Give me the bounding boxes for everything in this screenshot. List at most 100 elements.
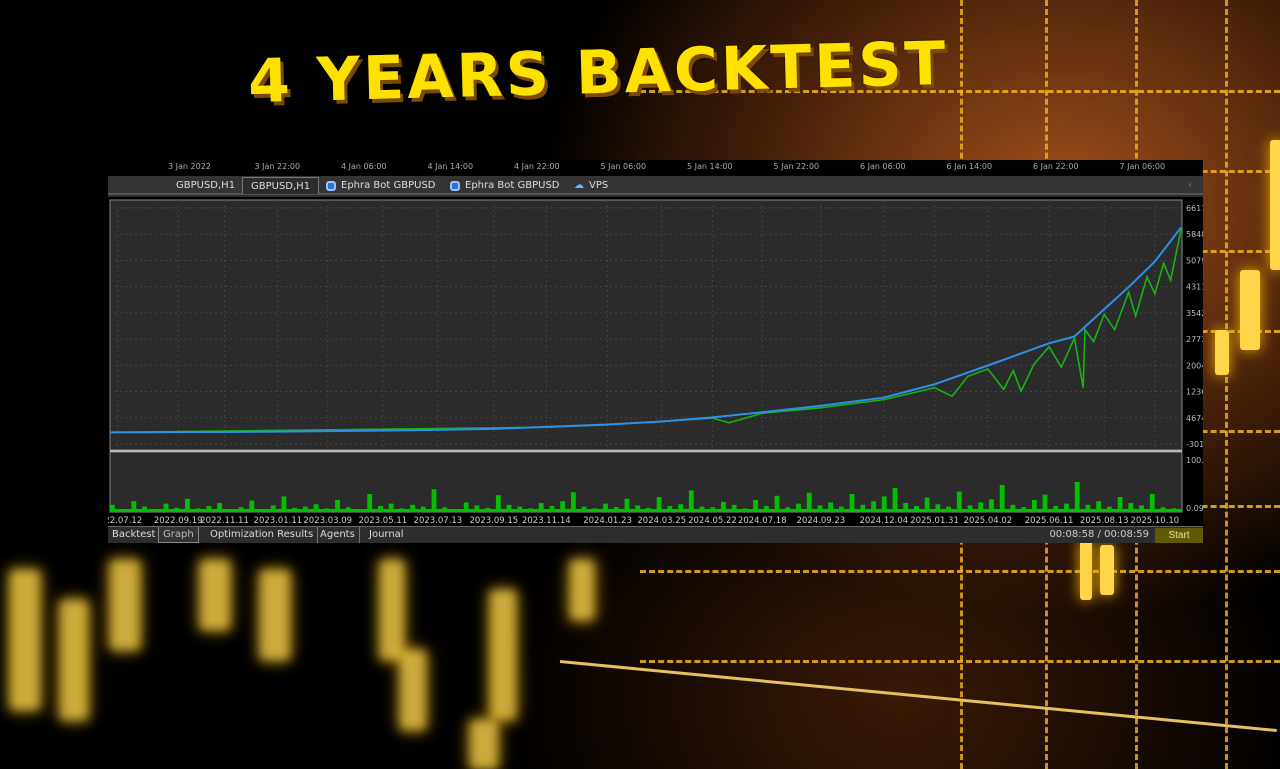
deposit-load-bar bbox=[731, 504, 737, 512]
x-tick-label: 2024.12.04 bbox=[859, 516, 908, 526]
deposit-load-bar bbox=[495, 495, 501, 512]
tab-journal[interactable]: Journal bbox=[369, 529, 404, 540]
candle-shape bbox=[380, 560, 404, 660]
deposit-load-bar bbox=[463, 502, 469, 512]
tab-ephra-bot-2[interactable]: Ephra Bot GBPUSD bbox=[442, 177, 568, 194]
x-tick-label: 2025.08.13 bbox=[1080, 516, 1129, 526]
main-panel bbox=[109, 199, 1183, 451]
y-tick-label: 6617 bbox=[1186, 204, 1203, 213]
deposit-load-bar bbox=[1149, 494, 1155, 512]
deposit-load-bar bbox=[849, 494, 855, 512]
deposit-load-bar bbox=[796, 503, 801, 512]
deposit-load-bar bbox=[185, 498, 190, 512]
scroll-left-icon[interactable]: ‹ bbox=[1188, 180, 1192, 191]
candle-shape bbox=[260, 570, 290, 660]
deposit-load-bar bbox=[656, 497, 662, 512]
load-y-tick-label: 100. bbox=[1186, 456, 1203, 465]
deposit-load-bar bbox=[624, 498, 630, 512]
x-tick-label: 2023.01.11 bbox=[254, 516, 303, 526]
x-tick-label: 2024.03.25 bbox=[637, 516, 686, 526]
equity-line bbox=[109, 228, 1182, 434]
tab-vps[interactable]: ☁ VPS bbox=[566, 177, 616, 194]
deposit-load-bar bbox=[163, 503, 169, 512]
deposit-load-bar bbox=[1064, 503, 1069, 512]
top-axis-label: 6 Jan 06:00 bbox=[860, 162, 906, 171]
deposit-load-bar bbox=[774, 495, 780, 512]
deposit-load-bar bbox=[410, 504, 415, 512]
x-tick-label: 2023.05.11 bbox=[358, 516, 407, 526]
tab-ephra-bot-1[interactable]: Ephra Bot GBPUSD bbox=[318, 177, 444, 194]
deposit-load-bar bbox=[721, 501, 726, 512]
deposit-load-bar bbox=[281, 496, 287, 512]
tab-graph[interactable]: Graph bbox=[158, 527, 199, 543]
deposit-load-bar bbox=[131, 501, 137, 512]
load-panel bbox=[109, 451, 1183, 513]
top-axis-label: 4 Jan 06:00 bbox=[341, 162, 387, 171]
deposit-load-bar bbox=[978, 502, 984, 512]
y-tick-label: 4674 bbox=[1186, 414, 1203, 423]
backtest-window: 3 Jan 2022 3 Jan 22:00 4 Jan 06:00 4 Jan 14… bbox=[94, 160, 1206, 543]
deposit-load-bar bbox=[935, 504, 941, 512]
deposit-load-bar bbox=[999, 485, 1005, 512]
deposit-load-bar bbox=[570, 492, 576, 512]
deposit-load-bar bbox=[1139, 505, 1144, 512]
x-tick-label: 2023.03.09 bbox=[303, 516, 352, 526]
tab-label: GBPUSD,H1 bbox=[251, 180, 311, 192]
deposit-load-bar bbox=[967, 505, 973, 512]
deposit-load-bar bbox=[335, 500, 340, 512]
elapsed-timer: 00:08:58 / 00:08:59 bbox=[1049, 529, 1149, 540]
y-tick-label: 4311 bbox=[1186, 283, 1203, 292]
tab-backtest[interactable]: Backtest bbox=[112, 529, 156, 540]
start-button[interactable]: Start bbox=[1155, 528, 1203, 543]
candle-shape bbox=[570, 560, 594, 620]
deposit-load-bar bbox=[110, 504, 115, 512]
deposit-load-bar bbox=[1042, 494, 1048, 512]
deposit-load-bar bbox=[989, 499, 994, 512]
deposit-load-bar bbox=[560, 501, 566, 512]
x-tick-label: 2022.07.12 bbox=[108, 516, 142, 526]
candle-shape bbox=[10, 570, 40, 710]
deposit-load-bar bbox=[688, 490, 694, 512]
tab-label: Ephra Bot GBPUSD bbox=[341, 180, 436, 191]
candle-shape bbox=[1080, 540, 1092, 600]
top-axis-label: 7 Jan 06:00 bbox=[1119, 162, 1166, 171]
grid-line bbox=[1225, 0, 1228, 769]
deposit-load-bar bbox=[474, 505, 480, 512]
deposit-load-bar bbox=[603, 503, 608, 512]
y-tick-label: 2004 bbox=[1186, 361, 1203, 370]
tab-optimization-results[interactable]: Optimization Results bbox=[206, 527, 319, 543]
deposit-load-bar bbox=[828, 502, 834, 512]
deposit-load-bar bbox=[924, 497, 930, 512]
deposit-load-bar bbox=[538, 503, 544, 512]
deposit-load-bar bbox=[956, 491, 962, 512]
tab-gbpusd-h1[interactable]: GBPUSD,H1 bbox=[168, 177, 243, 194]
y-tick-label: 5079 bbox=[1186, 256, 1203, 265]
x-tick-label: 2023.09.15 bbox=[470, 516, 519, 526]
deposit-load-bar bbox=[871, 501, 876, 512]
tab-agents[interactable]: Agents bbox=[316, 527, 360, 543]
y-tick-label: -301 bbox=[1186, 440, 1203, 449]
deposit-load-bar bbox=[506, 504, 512, 512]
top-axis-label: 4 Jan 14:00 bbox=[427, 162, 474, 171]
x-tick-label: 2022.09.19 bbox=[154, 516, 203, 526]
tab-gbpusd-h1-active[interactable]: GBPUSD,H1 bbox=[242, 177, 320, 194]
x-tick-label: 2024.01.23 bbox=[583, 516, 632, 526]
deposit-load-bar bbox=[1031, 500, 1037, 512]
deposit-load-bar bbox=[1117, 497, 1123, 512]
robot-chip-icon bbox=[450, 180, 460, 191]
balance-line bbox=[109, 226, 1182, 434]
candle-shape bbox=[490, 590, 516, 720]
deposit-load-bar bbox=[635, 505, 641, 512]
deposit-load-bar bbox=[367, 494, 373, 512]
candle-shape bbox=[1270, 140, 1280, 270]
deposit-load-bar bbox=[678, 504, 683, 512]
deposit-load-bar bbox=[270, 505, 276, 512]
top-axis-label: 5 Jan 22:00 bbox=[773, 162, 820, 171]
y-tick-label: 2773 bbox=[1186, 335, 1203, 344]
deposit-load-bar bbox=[892, 488, 898, 512]
x-tick-label: 2024.09.23 bbox=[797, 516, 846, 526]
top-axis-label: 5 Jan 14:00 bbox=[687, 162, 733, 171]
candle-shape bbox=[400, 650, 426, 730]
